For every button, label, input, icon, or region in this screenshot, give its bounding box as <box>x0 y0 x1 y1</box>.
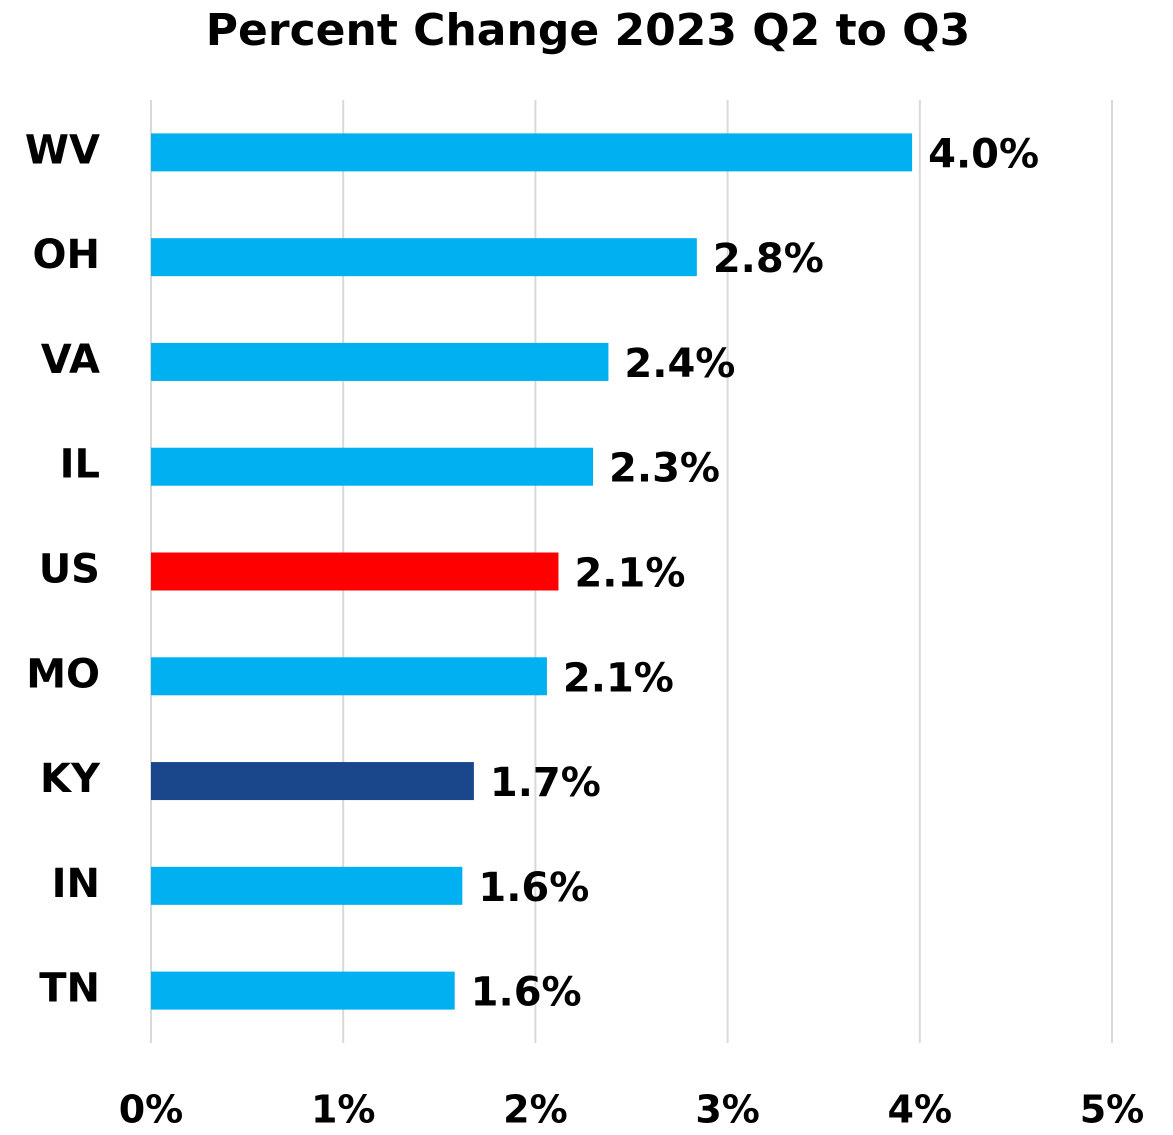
y-tick-label: MO <box>26 651 100 697</box>
bar <box>151 762 474 801</box>
data-label: 2.4% <box>624 341 735 387</box>
data-label: 1.6% <box>471 970 582 1016</box>
x-tick-label: 0% <box>119 1088 184 1132</box>
data-label: 2.1% <box>574 551 685 597</box>
y-tick-label: WV <box>25 127 100 173</box>
x-tick-label: 4% <box>888 1088 953 1132</box>
bar <box>151 342 609 381</box>
bar <box>151 552 559 591</box>
x-tick-label: 2% <box>503 1088 568 1132</box>
x-tick-label: 5% <box>1080 1088 1145 1132</box>
x-tick-label: 1% <box>311 1088 376 1132</box>
y-tick-label: TN <box>39 966 100 1012</box>
y-tick-label: KY <box>40 756 101 802</box>
y-tick-label: US <box>39 547 100 593</box>
data-label: 2.1% <box>563 655 674 701</box>
y-tick-label: IL <box>60 442 100 488</box>
data-label: 2.3% <box>609 446 720 492</box>
bar <box>151 866 463 905</box>
y-tick-label: OH <box>33 232 100 278</box>
data-label: 4.0% <box>928 131 1039 177</box>
bar <box>151 447 594 486</box>
bar <box>151 971 455 1010</box>
bar <box>151 657 547 696</box>
y-tick-label: VA <box>41 337 100 383</box>
data-label: 1.6% <box>478 865 589 911</box>
chart-title: Percent Change 2023 Q2 to Q3 <box>206 5 970 56</box>
bar <box>151 238 697 277</box>
y-tick-label: IN <box>52 861 100 907</box>
x-tick-label: 3% <box>695 1088 760 1132</box>
bar <box>151 133 913 172</box>
data-label: 2.8% <box>713 236 824 282</box>
data-label: 1.7% <box>490 760 601 806</box>
